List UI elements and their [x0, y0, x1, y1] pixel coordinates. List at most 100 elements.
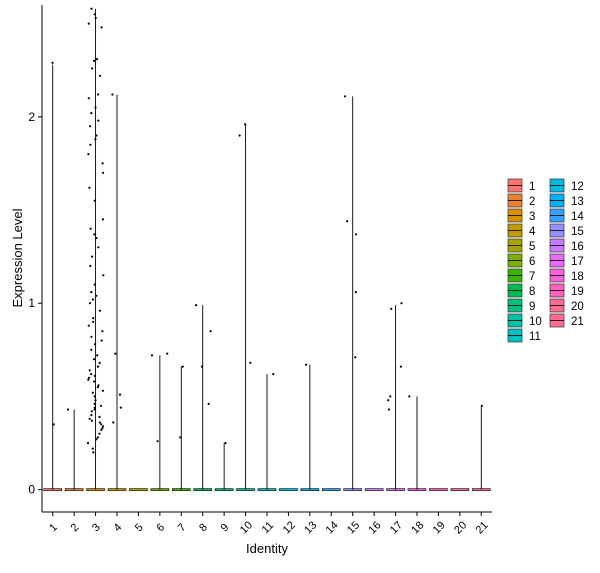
x-tick-label-10: 10	[238, 519, 255, 536]
violin-body-16	[364, 488, 384, 491]
data-point-3-33	[95, 294, 98, 297]
data-point-3-36	[98, 309, 101, 312]
legend-label-12: 12	[571, 181, 584, 193]
data-point-3-6	[93, 59, 96, 63]
x-ticks: 1 2 3 4 5 6 7 8 9 10 11 12 13 14 15 16 17 18 19 20 21	[47, 512, 491, 536]
data-point-3-26	[95, 236, 98, 240]
data-point-3-77	[95, 438, 98, 441]
data-point-3-30	[102, 274, 105, 277]
data-point-3-51	[93, 374, 96, 377]
data-point-15-0	[344, 95, 347, 98]
data-point-3-19	[101, 162, 104, 165]
data-point-3-78	[86, 441, 90, 445]
data-point-3-53	[87, 378, 90, 381]
x-tick-label-8: 8	[197, 521, 210, 534]
data-point-3-73	[101, 427, 104, 430]
x-tick-label-6: 6	[154, 521, 167, 534]
x-tick-label-7: 7	[176, 521, 189, 534]
data-point-3-79	[91, 447, 94, 450]
data-point-3-61	[93, 402, 96, 405]
data-point-10-0	[244, 123, 247, 126]
x-tick-label-18: 18	[409, 519, 426, 536]
data-point-3-38	[92, 320, 95, 323]
x-tick-label-4: 4	[111, 521, 124, 534]
x-tick-label-5: 5	[133, 521, 146, 534]
data-point-7-1	[179, 436, 182, 439]
data-point-15-2	[354, 233, 358, 236]
data-point-3-28	[91, 255, 94, 258]
data-point-3-43	[94, 343, 97, 346]
data-point-3-64	[93, 408, 96, 411]
data-point-3-68	[88, 417, 91, 420]
data-point-3-14	[89, 125, 92, 128]
data-point-10-1	[238, 134, 241, 137]
data-point-3-39	[87, 324, 90, 327]
data-point-9-0	[224, 441, 227, 445]
data-point-3-60	[94, 399, 97, 402]
data-point-4-4	[112, 421, 115, 424]
x-tick-label-16: 16	[366, 519, 383, 536]
data-point-3-70	[98, 421, 101, 424]
data-point-3-66	[90, 414, 93, 417]
data-point-3-41	[90, 335, 93, 338]
data-point-3-57	[101, 389, 104, 392]
legend-label-20: 20	[571, 301, 584, 313]
data-point-3-11	[94, 106, 97, 109]
data-point-3-72	[102, 425, 105, 428]
x-tick-label-12: 12	[281, 519, 298, 536]
data-point-3-42	[100, 339, 103, 342]
data-point-3-67	[98, 415, 101, 418]
data-point-3-21	[88, 186, 91, 189]
violin-body-20	[450, 488, 470, 491]
data-point-3-35	[88, 302, 92, 305]
data-point-3-3	[87, 22, 90, 25]
legend-label-2: 2	[529, 196, 535, 208]
data-point-17-3	[389, 395, 392, 398]
legend-label-21: 21	[571, 316, 584, 328]
data-point-8-2	[200, 365, 204, 368]
legend-label-9: 9	[529, 301, 535, 313]
legend-label-11: 11	[529, 331, 541, 343]
x-tick-label-17: 17	[388, 519, 405, 536]
data-point-3-52	[87, 376, 91, 379]
legend-label-4: 4	[529, 226, 536, 238]
y-tick-label-0: 0	[28, 483, 35, 497]
data-point-3-47	[98, 361, 101, 364]
violin-body-14	[321, 488, 341, 491]
data-point-3-46	[92, 358, 96, 361]
data-point-6-2	[156, 440, 159, 443]
data-point-10-2	[249, 361, 252, 364]
data-point-1-0	[51, 61, 54, 64]
y-tick-label-1: 1	[28, 296, 35, 310]
x-tick-label-9: 9	[219, 521, 232, 534]
data-point-3-8	[99, 74, 102, 77]
data-point-13-0	[305, 363, 308, 366]
x-tick-label-11: 11	[260, 520, 277, 537]
data-point-3-10	[87, 97, 90, 100]
data-point-3-50	[90, 373, 93, 376]
data-point-3-0	[90, 7, 93, 10]
data-point-15-3	[354, 291, 357, 294]
data-point-3-74	[100, 428, 103, 432]
data-point-3-58	[91, 391, 94, 394]
data-point-3-15	[95, 134, 98, 137]
y-axis-label: Expression Level	[10, 208, 25, 307]
data-point-3-62	[99, 404, 103, 407]
violin-body-19	[429, 488, 448, 491]
data-point-3-7	[91, 67, 94, 70]
data-point-3-9	[97, 93, 100, 96]
data-point-3-80	[92, 451, 95, 454]
data-point-3-18	[87, 153, 90, 156]
data-point-17-2	[399, 365, 402, 368]
data-point-3-65	[90, 410, 93, 413]
data-point-3-4	[100, 26, 103, 29]
data-point-3-76	[96, 436, 99, 439]
data-point-3-5	[95, 58, 99, 61]
data-point-3-75	[98, 432, 101, 435]
x-tick-label-19: 19	[431, 519, 448, 536]
data-point-3-25	[93, 233, 96, 236]
data-point-3-22	[93, 199, 96, 202]
x-tick-label-13: 13	[302, 519, 319, 536]
data-point-17-4	[387, 399, 390, 402]
data-point-17-0	[400, 302, 403, 305]
